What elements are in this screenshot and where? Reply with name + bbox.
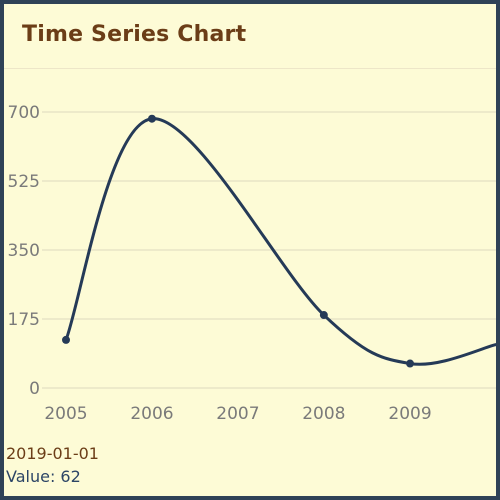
x-tick-label: 2008	[302, 404, 345, 424]
tooltip-date: 2019-01-01	[6, 444, 99, 463]
data-point	[319, 311, 328, 320]
chart-panel: Time Series Chart 0 175 350 525 700 2005 2006 2…	[4, 4, 496, 496]
tooltip-value: Value: 62	[6, 467, 81, 486]
series-line	[64, 117, 496, 366]
chart-header: Time Series Chart	[4, 4, 496, 69]
data-point	[62, 335, 70, 344]
data-point	[406, 359, 415, 368]
x-tick-label: 2007	[216, 404, 259, 424]
chart-title: Time Series Chart	[22, 22, 247, 47]
y-tick-label: 350	[8, 241, 40, 261]
line-chart[interactable]: 0 175 350 525 700 2005 2006 2007 2008 2009	[4, 4, 496, 496]
y-tick-label: 0	[29, 379, 40, 399]
y-tick-label: 525	[8, 172, 40, 192]
y-tick-label: 175	[8, 310, 40, 330]
hover-tooltip: 2019-01-01 Value: 62	[6, 442, 99, 488]
x-tick-label: 2009	[388, 404, 431, 424]
x-tick-label: 2005	[44, 404, 87, 424]
data-point	[147, 114, 156, 123]
y-tick-label: 700	[8, 103, 40, 123]
x-tick-label: 2006	[130, 404, 173, 424]
